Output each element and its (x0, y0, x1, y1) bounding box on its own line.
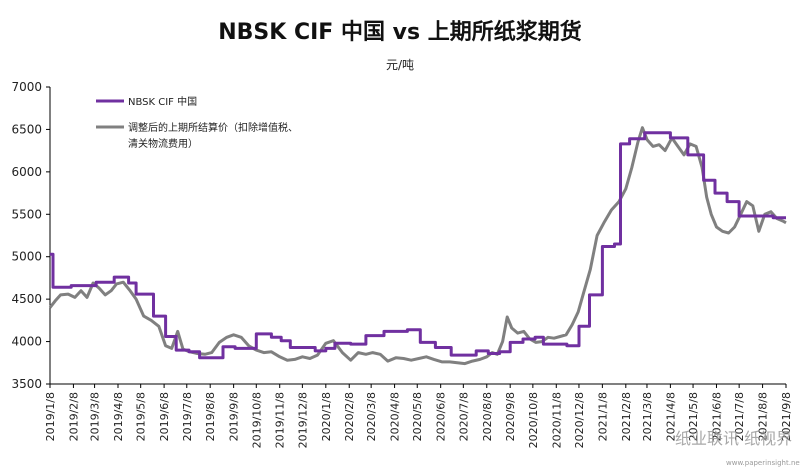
legend-label-futures-line2: 清关物流费用） (128, 137, 198, 150)
x-tick-label: 2019/11/8 (274, 392, 287, 448)
x-tick-label: 2020/6/8 (435, 392, 448, 441)
watermark: 纸业联讯 纸视界 (675, 429, 793, 448)
legend-label-futures: 调整后的上期所结算价（扣除增值税、 清关物流费用） (128, 121, 301, 150)
x-tick-label: 2020/11/8 (550, 392, 563, 448)
y-tick-label: 7000 (11, 80, 42, 94)
x-tick-label: 2020/4/8 (389, 392, 402, 441)
x-tick-label: 2021/6/8 (710, 392, 723, 441)
series-layer (48, 126, 787, 366)
x-tick-label: 2021/4/8 (664, 392, 677, 441)
x-tick-label: 2021/5/8 (687, 392, 700, 441)
x-tick-label: 2020/5/8 (411, 392, 424, 441)
y-tick-label: 4500 (11, 292, 42, 306)
x-tick-label: 2021/1/8 (596, 392, 609, 441)
y-tick-label: 6500 (11, 122, 42, 136)
x-tick-label: 2019/3/8 (89, 392, 102, 441)
x-tick-label: 2019/7/8 (181, 392, 194, 441)
x-tick-label: 2019/5/8 (135, 392, 148, 441)
x-tick-label: 2019/12/8 (296, 392, 309, 448)
legend: NBSK CIF 中国 调整后的上期所结算价（扣除增值税、 清关物流费用） (96, 95, 301, 150)
x-tick-label: 2019/9/8 (228, 392, 241, 441)
x-tick-label: 2019/8/8 (204, 392, 217, 441)
x-tick-label: 2020/12/8 (573, 392, 586, 448)
x-tick-label: 2019/2/8 (67, 392, 80, 441)
series-line-nbsk (50, 131, 786, 360)
series-line-futures (48, 126, 787, 366)
x-tick-label: 2021/9/8 (780, 392, 793, 441)
x-tick-label: 2020/7/8 (457, 392, 470, 441)
y-tick-label: 5500 (11, 207, 42, 221)
y-tick-label: 4000 (11, 335, 42, 349)
legend-label-nbsk: NBSK CIF 中国 (128, 95, 197, 108)
legend-label-futures-line1: 调整后的上期所结算价（扣除增值税、 (128, 121, 298, 134)
y-tick-label: 5000 (11, 250, 42, 264)
chart-title: NBSK CIF 中国 vs 上期所纸浆期货 (218, 20, 582, 45)
x-tick-label: 2020/3/8 (365, 392, 378, 441)
y-tick-label: 3500 (11, 377, 42, 391)
x-tick-label: 2020/8/8 (481, 392, 494, 441)
x-tick-label: 2021/2/8 (620, 392, 633, 441)
x-tick-label: 2021/8/8 (757, 392, 770, 441)
x-tick-label: 2021/3/8 (641, 392, 654, 441)
chart-unit-label: 元/吨 (385, 58, 415, 72)
chart-axes: 3500 4000 4500 5000 5500 6000 6500 7000 2019/1/8… (11, 80, 793, 448)
x-tick-label: 2019/10/8 (250, 392, 263, 448)
watermark-url: www.paperinsight.net (726, 459, 800, 467)
y-tick-label: 6000 (11, 165, 42, 179)
x-tick-label: 2020/9/8 (504, 392, 517, 441)
x-tick-label: 2019/6/8 (158, 392, 171, 441)
x-tick-label: 2019/4/8 (112, 392, 125, 441)
x-tick-label: 2020/1/8 (320, 392, 333, 441)
x-tick-label: 2019/1/8 (44, 392, 57, 441)
x-tick-label: 2020/2/8 (343, 392, 356, 441)
x-tick-label: 2020/10/8 (527, 392, 540, 448)
x-tick-label: 2021/7/8 (733, 392, 746, 441)
